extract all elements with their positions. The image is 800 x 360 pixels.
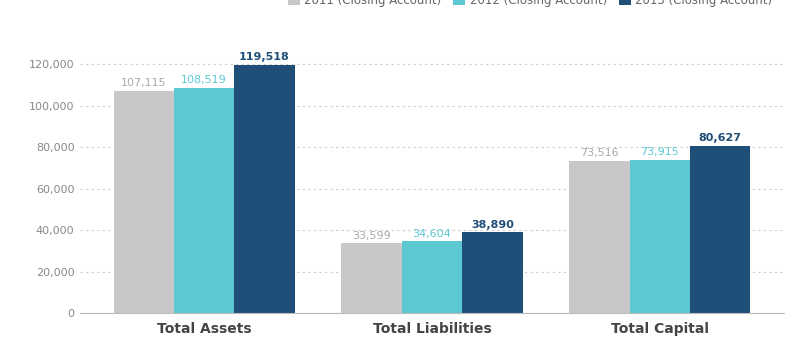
Bar — [342, 243, 402, 313]
Text: 33,599: 33,599 — [352, 231, 391, 241]
Text: 107,115: 107,115 — [121, 78, 166, 88]
Bar — [234, 65, 294, 313]
Text: 80,627: 80,627 — [699, 133, 742, 143]
Legend: 2011 (Closing Account), 2012 (Closing Account), 2013 (Closing Account): 2011 (Closing Account), 2012 (Closing Ac… — [283, 0, 778, 12]
Bar — [462, 233, 522, 313]
Text: 38,890: 38,890 — [471, 220, 514, 230]
Bar — [402, 241, 462, 313]
Bar — [114, 91, 174, 313]
Text: 34,604: 34,604 — [413, 229, 451, 239]
Text: 108,519: 108,519 — [181, 75, 227, 85]
Text: 73,516: 73,516 — [580, 148, 619, 158]
Text: 119,518: 119,518 — [239, 53, 290, 63]
Bar — [174, 88, 234, 313]
Bar — [630, 160, 690, 313]
Bar — [690, 146, 750, 313]
Text: 73,915: 73,915 — [641, 147, 679, 157]
Bar — [570, 161, 630, 313]
